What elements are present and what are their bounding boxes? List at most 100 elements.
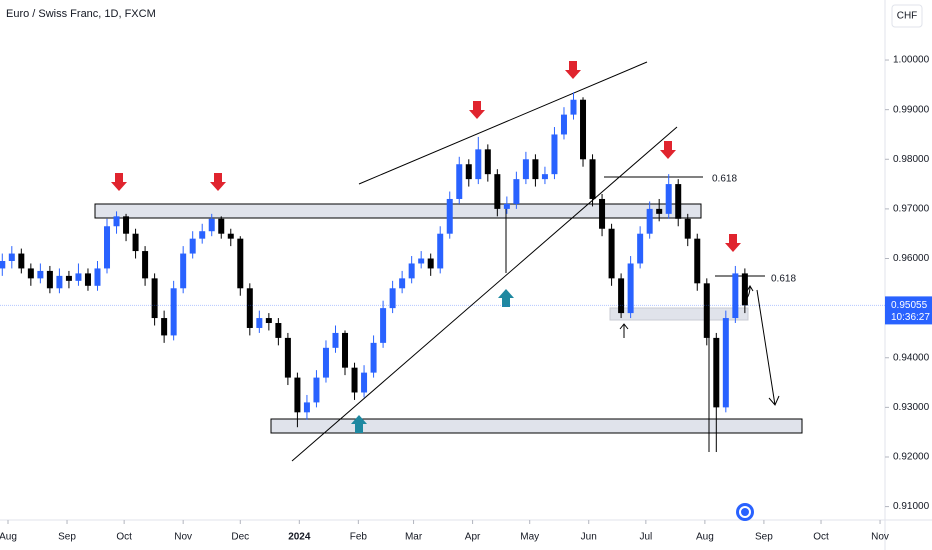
candle-body <box>237 238 244 289</box>
candle-body <box>608 228 615 279</box>
candle-body <box>208 218 215 232</box>
x-tick-label: Jul <box>639 532 652 543</box>
y-tick-label: 0.96000 <box>893 253 930 264</box>
candle-body <box>313 377 320 403</box>
candle-body <box>513 179 520 204</box>
candle-body <box>332 332 339 348</box>
candle-body <box>170 288 177 336</box>
x-tick-label: Sep <box>58 532 76 543</box>
x-tick-label: Oct <box>116 532 132 543</box>
down-arrow <box>725 234 741 252</box>
y-tick-label: 0.94000 <box>893 352 930 363</box>
candle-body <box>713 337 720 408</box>
candle-body <box>361 372 368 393</box>
candle-body <box>142 251 149 279</box>
candle-body <box>275 323 282 338</box>
candle-body <box>675 184 682 219</box>
candle-body <box>370 342 377 373</box>
chart-title: Euro / Swiss Franc, 1D, FXCM <box>6 8 156 20</box>
candle-body <box>408 263 415 279</box>
candle-body <box>113 216 120 227</box>
resistance-zone <box>94 203 702 219</box>
down-arrow <box>469 101 485 119</box>
candle-body <box>189 238 196 254</box>
candle-body <box>560 114 567 135</box>
up-arrows <box>351 289 514 433</box>
down-arrows <box>111 61 741 252</box>
x-tick-label: Sep <box>755 532 773 543</box>
candle-body <box>27 268 34 279</box>
candle-body <box>380 308 387 343</box>
x-tick-label: Oct <box>813 532 829 543</box>
candle-body <box>532 159 539 180</box>
candle-body <box>84 273 91 286</box>
candle-body <box>465 164 472 180</box>
small-arrow <box>619 323 629 338</box>
y-tick-label: 0.97000 <box>893 204 930 215</box>
x-tick-label: Mar <box>405 532 423 543</box>
candle-body <box>503 203 510 209</box>
candle-body <box>199 231 206 239</box>
candle-body <box>218 218 225 234</box>
x-tick-label: Aug <box>0 532 17 543</box>
candle-body <box>637 233 644 264</box>
candle-body <box>256 318 263 328</box>
down-arrow <box>565 61 581 79</box>
last-price-box <box>885 296 932 325</box>
candle-body <box>446 198 453 234</box>
candle-body <box>541 174 548 180</box>
candle-body <box>123 216 130 234</box>
up-arrow <box>498 289 514 307</box>
candle-body <box>180 253 187 289</box>
candle-body <box>627 263 634 314</box>
up-arrow <box>351 415 367 433</box>
x-tick-label: Nov <box>174 532 192 543</box>
candle-body <box>161 318 168 336</box>
x-tick-label: Jun <box>581 532 597 543</box>
candle-body <box>46 270 53 289</box>
candle-body <box>456 164 463 199</box>
candle-body <box>522 159 529 180</box>
candle-body <box>656 208 663 214</box>
candle-body <box>303 402 310 413</box>
logo <box>736 503 754 521</box>
candle-body <box>646 208 653 234</box>
candle-body <box>94 268 101 286</box>
candle-body <box>475 149 482 180</box>
candle-body <box>694 238 701 284</box>
candle-body <box>246 288 253 328</box>
candle-body <box>570 99 577 115</box>
x-tick-label: 2024 <box>288 532 311 543</box>
candle-body <box>265 318 272 324</box>
candle-body <box>684 218 691 239</box>
logo-ring <box>739 506 751 518</box>
x-tick-label: Feb <box>350 532 368 543</box>
x-tick-label: Dec <box>231 532 249 543</box>
countdown-label: 10:36:27 <box>891 312 930 323</box>
trend-line <box>358 61 648 185</box>
candle-body <box>0 260 6 269</box>
candle-body <box>722 318 729 408</box>
candle-body <box>418 258 425 264</box>
down-arrow <box>111 173 127 191</box>
drawings: 0.618 0.618 <box>94 61 803 462</box>
candle-body <box>18 253 25 269</box>
y-tick-label: 0.91000 <box>893 501 930 512</box>
candle-body <box>37 270 44 279</box>
candle-body <box>227 233 234 239</box>
fib-label: 0.618 <box>771 274 796 285</box>
y-tick-label: 0.99000 <box>893 104 930 115</box>
down-arrow <box>660 141 676 159</box>
candle-body <box>437 233 444 269</box>
candle-body <box>342 332 349 368</box>
support-zone <box>270 418 803 434</box>
y-tick-label: 0.92000 <box>893 452 930 463</box>
currency-box <box>891 4 923 28</box>
candle-body <box>399 278 406 289</box>
candle-body <box>351 367 358 393</box>
candle-body <box>599 198 606 229</box>
candle-body <box>427 258 434 269</box>
candle-body <box>484 149 491 175</box>
candle-body <box>665 184 672 214</box>
candle-body <box>389 288 396 309</box>
